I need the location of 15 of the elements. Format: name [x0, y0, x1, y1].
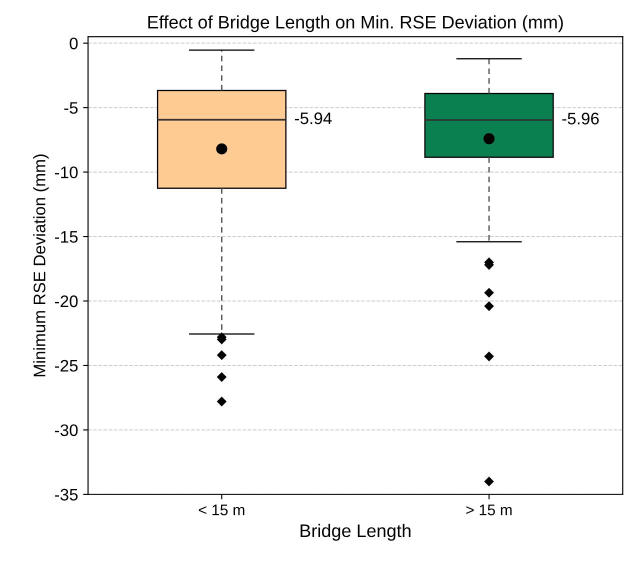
y-tick-label: -10	[54, 166, 78, 178]
y-tick-label: -5	[64, 102, 78, 114]
x-tick-label: < 15 m	[198, 504, 244, 516]
chart-title: Effect of Bridge Length on Min. RSE Deviation (mm)	[148, 15, 563, 32]
x-tick-label: > 15 m	[466, 504, 512, 516]
y-tick-label: -25	[54, 360, 78, 372]
y-axis-title: Minimum RSE Deviation (mm)	[33, 154, 49, 376]
x-axis-title: Bridge Length	[300, 524, 410, 541]
y-tick-label: -35	[54, 488, 78, 501]
annotation: -5.94	[294, 112, 332, 124]
y-tick-label: 0	[70, 38, 78, 50]
annotation: -5.96	[562, 112, 599, 124]
y-tick-label: -30	[54, 424, 78, 436]
y-tick-label: -20	[54, 295, 78, 308]
y-tick-label: -15	[54, 231, 78, 243]
